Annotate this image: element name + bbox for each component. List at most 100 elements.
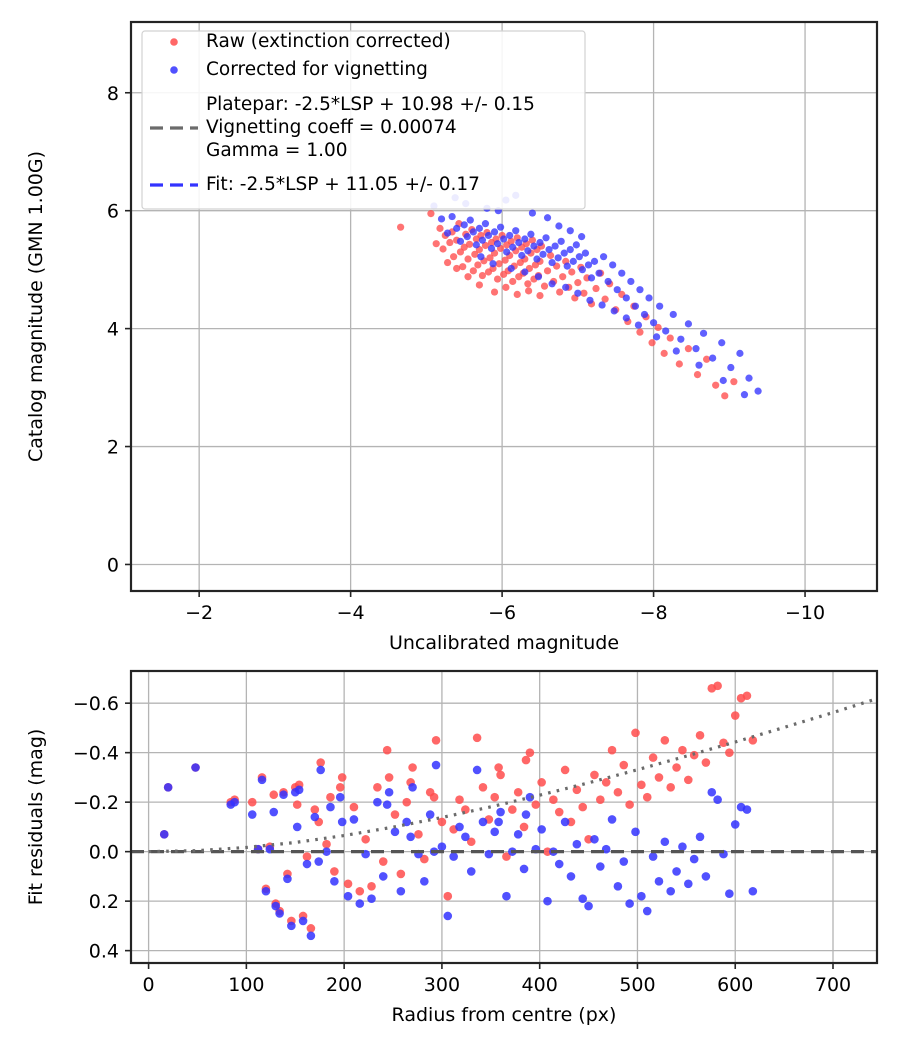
- data-point: [471, 250, 479, 258]
- data-point: [326, 802, 335, 812]
- data-point: [672, 347, 680, 355]
- data-point: [439, 245, 447, 253]
- data-point: [648, 339, 656, 347]
- data-point: [461, 832, 470, 842]
- residuals-tick-labels: 0 100 200 300 400 500 600 700 0.4 0.2 0.0 −0.2 −0.4 −…: [73, 693, 851, 996]
- data-point: [596, 795, 605, 804]
- data-point: [642, 792, 652, 802]
- data-point: [292, 822, 302, 832]
- data-point: [515, 238, 523, 247]
- data-point: [298, 916, 308, 926]
- data-point: [601, 778, 611, 787]
- data-point: [536, 291, 544, 300]
- data-point: [373, 797, 382, 807]
- data-point: [509, 277, 517, 286]
- data-point: [481, 241, 490, 250]
- data-point: [496, 223, 505, 231]
- data-point: [484, 231, 493, 240]
- legend-item[interactable]: Gamma = 1.00: [206, 140, 348, 161]
- data-point: [326, 792, 335, 802]
- data-point: [343, 891, 353, 901]
- data-point: [619, 760, 629, 770]
- legend[interactable]: Raw (extinction corrected) Corrected for …: [141, 30, 586, 210]
- tick-label-y: −0.6: [73, 693, 119, 715]
- data-point: [672, 867, 681, 876]
- data-point: [247, 810, 257, 819]
- tick-label-y: 0: [107, 554, 119, 576]
- dot-blue-icon: [170, 66, 178, 74]
- data-point: [406, 832, 415, 842]
- data-point: [578, 266, 586, 274]
- data-point: [459, 263, 467, 271]
- data-point: [443, 229, 452, 237]
- data-point: [269, 790, 279, 800]
- data-point: [465, 240, 474, 248]
- data-point: [460, 243, 468, 251]
- data-point: [472, 733, 482, 743]
- data-point: [521, 268, 529, 276]
- data-point: [322, 847, 331, 856]
- data-point: [730, 820, 740, 829]
- data-point: [551, 242, 559, 250]
- data-point: [494, 817, 503, 827]
- data-point: [677, 335, 685, 343]
- data-point: [648, 852, 658, 861]
- data-point: [502, 283, 510, 291]
- data-point: [519, 864, 529, 874]
- data-point: [636, 328, 644, 336]
- data-point: [566, 227, 574, 235]
- data-point: [521, 755, 531, 765]
- data-point: [695, 832, 705, 842]
- data-point: [382, 745, 392, 755]
- data-point: [163, 783, 173, 792]
- data-point: [656, 302, 664, 310]
- legend-item[interactable]: Fit: -2.5*LSP + 11.05 +/- 0.17: [150, 174, 480, 195]
- data-point: [695, 731, 705, 740]
- data-point: [432, 240, 440, 248]
- legend-item[interactable]: Raw (extinction corrected): [170, 31, 451, 52]
- data-point: [642, 906, 652, 916]
- data-point: [689, 854, 699, 864]
- data-point: [496, 807, 505, 817]
- data-point: [727, 363, 735, 372]
- data-point: [361, 834, 370, 844]
- data-point: [730, 378, 738, 386]
- data-point: [396, 869, 406, 879]
- data-point: [316, 765, 325, 775]
- data-point: [584, 901, 593, 911]
- data-point: [373, 783, 382, 792]
- data-point: [294, 785, 304, 795]
- data-point: [555, 222, 563, 230]
- data-point: [508, 805, 517, 814]
- data-point: [524, 280, 532, 288]
- data-point: [322, 839, 331, 849]
- data-point: [466, 837, 476, 847]
- legend-item[interactable]: Platepar: -2.5*LSP + 10.98 +/- 0.15: [206, 94, 535, 115]
- data-point: [559, 273, 567, 281]
- data-point: [598, 301, 606, 309]
- data-point: [343, 879, 353, 889]
- data-point: [302, 852, 312, 861]
- data-point: [437, 215, 446, 223]
- data-point: [429, 792, 439, 802]
- data-point: [489, 260, 497, 268]
- data-point: [574, 279, 582, 287]
- legend-item[interactable]: Corrected for vignetting: [170, 59, 428, 80]
- legend-item[interactable]: Vignetting coeff = 0.00074: [150, 117, 457, 138]
- data-point: [494, 763, 503, 772]
- tick-label-y: 6: [107, 201, 119, 223]
- data-point: [546, 251, 555, 260]
- data-point: [631, 728, 640, 738]
- data-point: [191, 763, 200, 772]
- tick-label-x: −8: [640, 602, 668, 624]
- data-point: [525, 748, 535, 757]
- data-point: [513, 290, 521, 299]
- data-point: [545, 246, 553, 254]
- data-point: [469, 228, 477, 236]
- data-point: [672, 763, 681, 772]
- data-point: [518, 251, 526, 260]
- data-point: [501, 256, 509, 264]
- data-point: [337, 773, 347, 782]
- residuals-tickmarks: [125, 702, 834, 969]
- data-point: [701, 872, 711, 881]
